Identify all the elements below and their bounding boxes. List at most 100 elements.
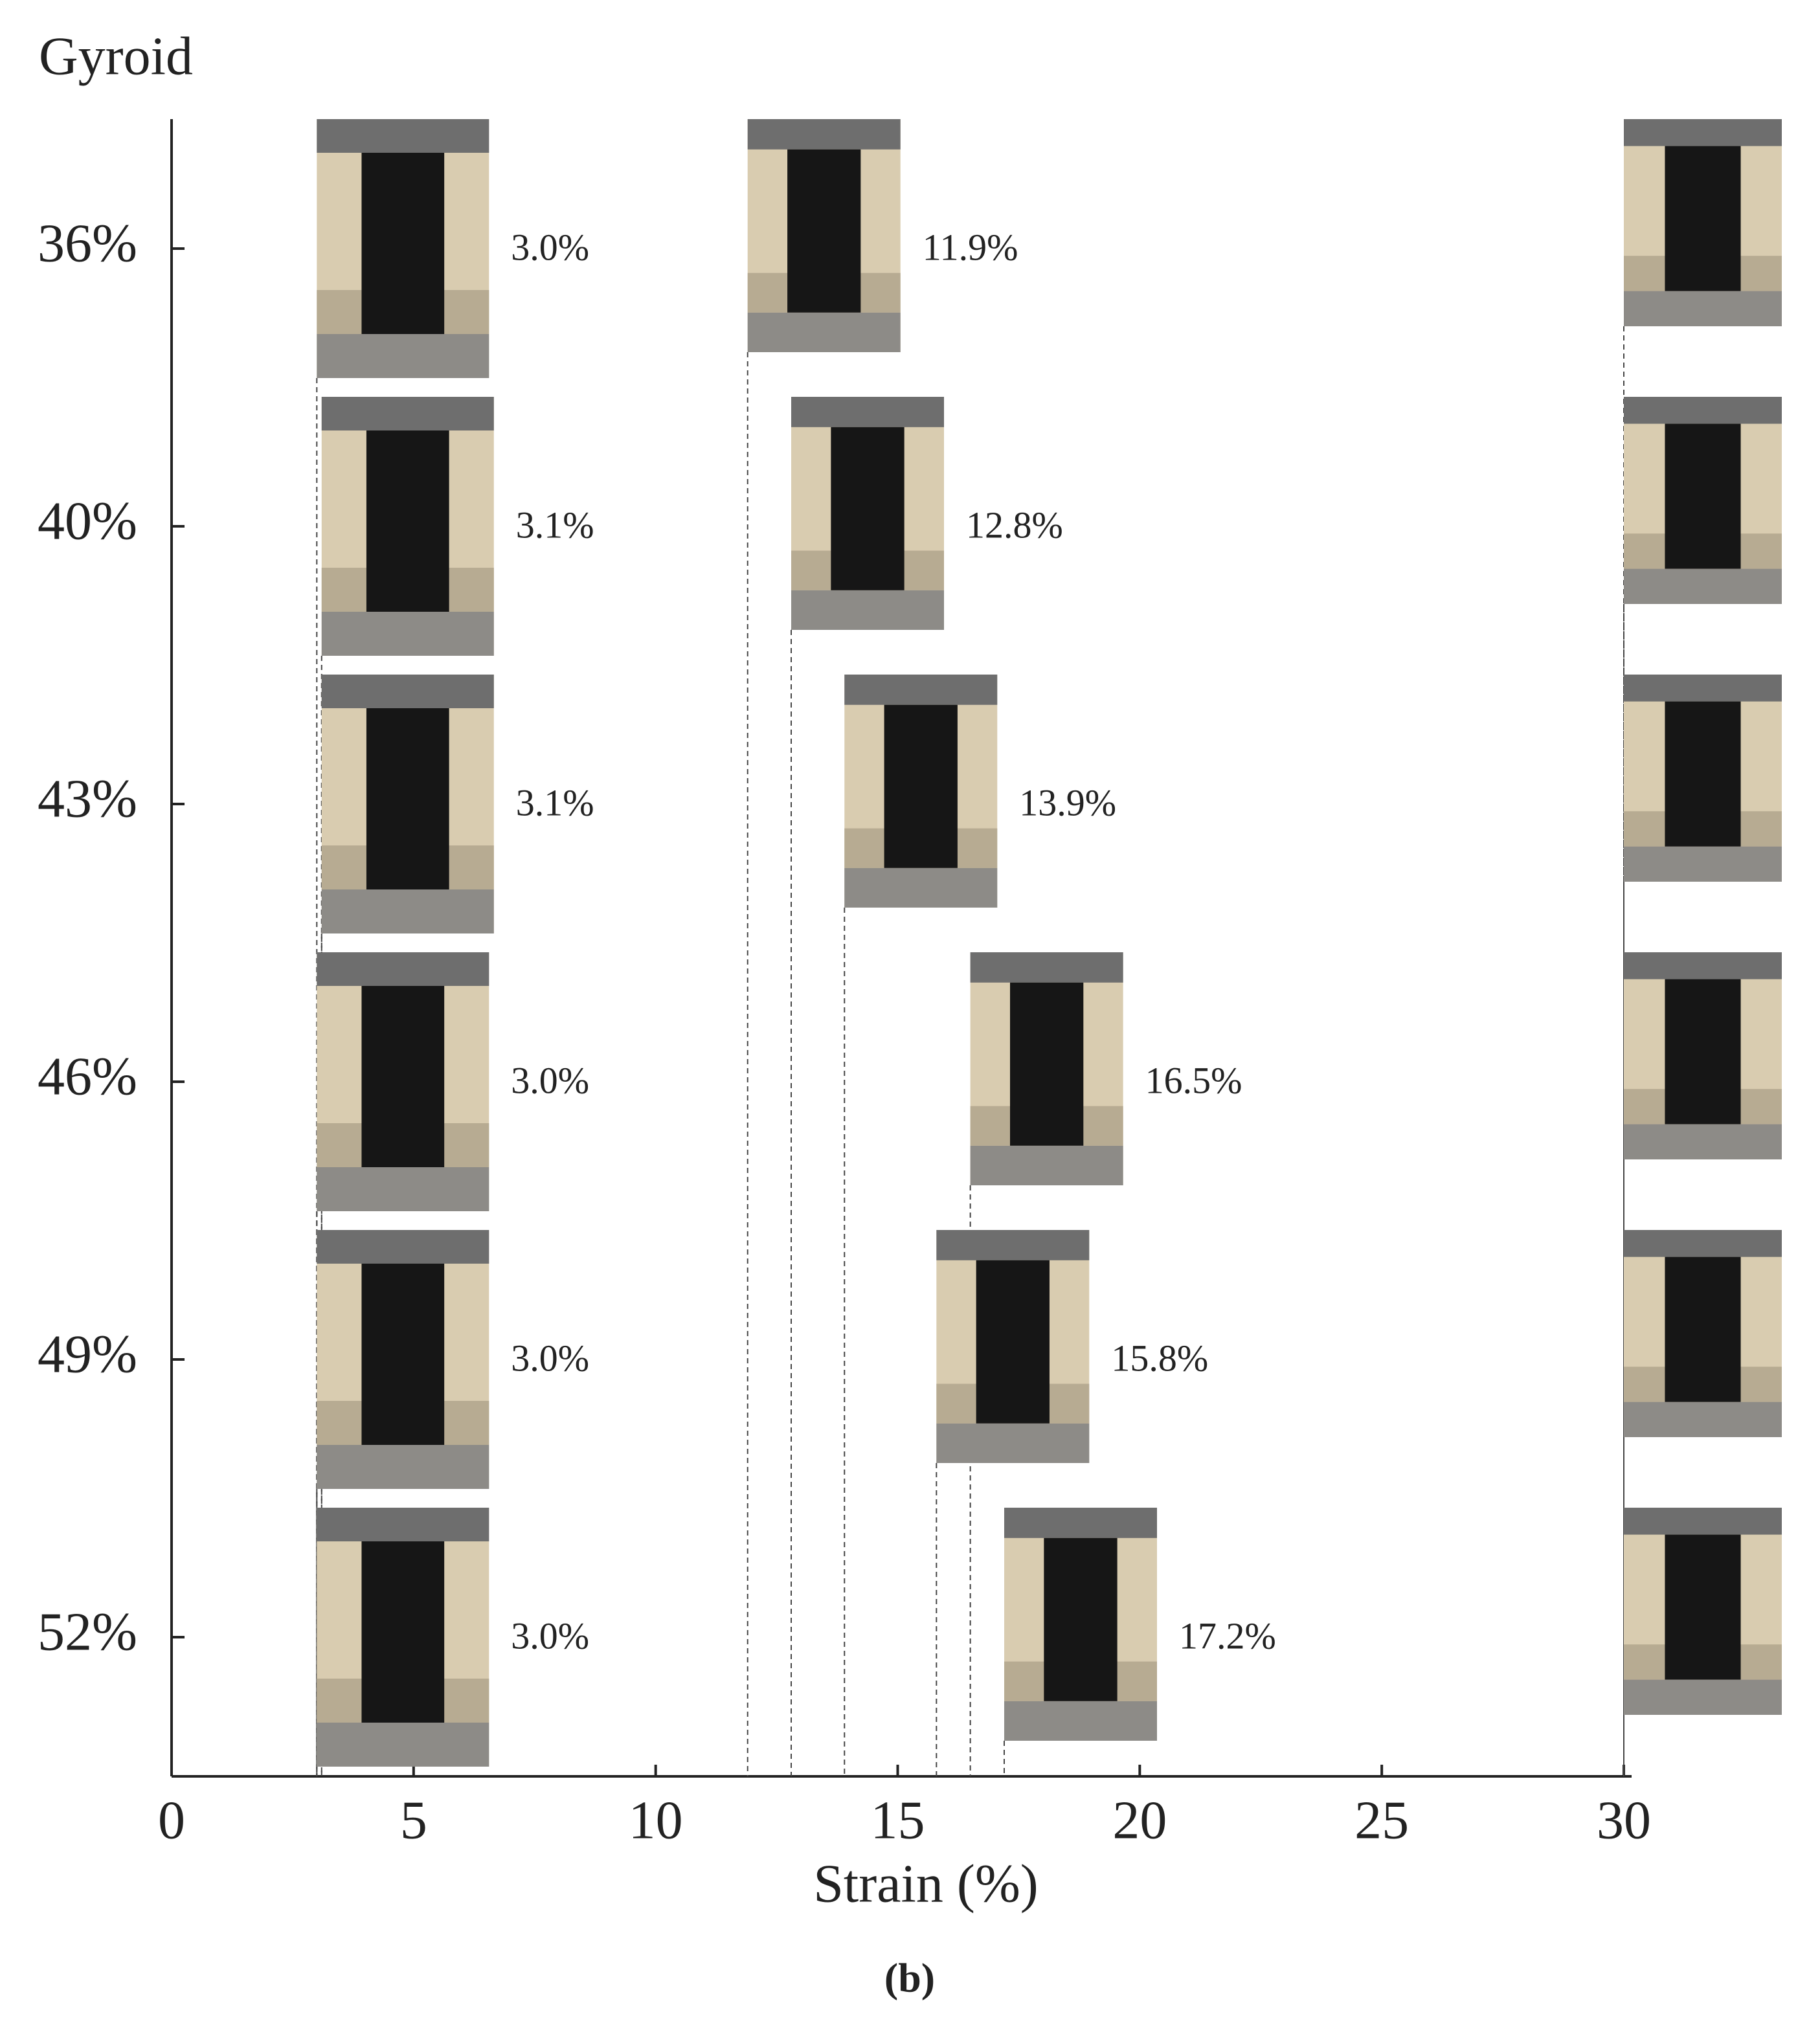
x-tick-label: 10: [629, 1790, 683, 1850]
specimen-photo: [747, 119, 901, 352]
specimen-photo: [1624, 397, 1782, 604]
platen-bottom: [1624, 1679, 1782, 1715]
value-label: 3.0%: [511, 226, 589, 268]
specimen: [361, 1264, 445, 1445]
specimen-photo: [1624, 952, 1782, 1159]
specimen: [787, 149, 861, 313]
specimen-photo: [321, 397, 494, 656]
platen-top: [1624, 397, 1782, 424]
platen-bottom: [1624, 1402, 1782, 1437]
specimen: [1665, 146, 1741, 291]
y-tick-label: 52%: [38, 1602, 137, 1662]
value-label: 11.9%: [923, 226, 1018, 268]
specimen-photo: [317, 1508, 489, 1767]
value-label: 17.2%: [1179, 1615, 1276, 1657]
specimen-photo: [791, 397, 945, 630]
platen-top: [317, 119, 489, 153]
platen-top: [321, 675, 494, 708]
platen-bottom: [936, 1423, 1090, 1463]
platen-bottom: [321, 612, 494, 656]
specimen-photo: [321, 675, 494, 933]
specimen: [361, 986, 445, 1167]
specimen-photo: [844, 675, 998, 908]
value-label: 16.5%: [1145, 1059, 1242, 1101]
platen-bottom: [1624, 846, 1782, 882]
platen-top: [1624, 1230, 1782, 1257]
platen-bottom: [1624, 1124, 1782, 1159]
value-label: 3.1%: [516, 504, 594, 546]
specimen: [1010, 982, 1084, 1146]
platen-bottom: [791, 590, 945, 630]
specimen: [884, 704, 958, 868]
platen-bottom: [1624, 291, 1782, 326]
platen-bottom: [1004, 1701, 1157, 1741]
platen-top: [317, 1230, 489, 1264]
platen-bottom: [321, 889, 494, 933]
specimen: [366, 430, 449, 612]
specimen-photo: [317, 119, 489, 378]
value-label: 3.1%: [516, 781, 594, 823]
platen-top: [1624, 675, 1782, 702]
value-label: 13.9%: [1019, 781, 1116, 823]
platen-top: [844, 675, 998, 705]
platen-top: [1004, 1508, 1157, 1538]
specimen-photo: [1624, 675, 1782, 882]
platen-bottom: [317, 1723, 489, 1767]
x-tick-label: 25: [1354, 1790, 1409, 1850]
platen-bottom: [844, 867, 998, 908]
platen-bottom: [317, 1167, 489, 1211]
platen-bottom: [317, 1445, 489, 1489]
x-tick-label: 30: [1597, 1790, 1651, 1850]
platen-top: [317, 1508, 489, 1541]
platen-top: [1624, 952, 1782, 979]
specimen-photo: [1624, 1230, 1782, 1437]
specimen-photo: [317, 1230, 489, 1489]
specimen-photo: [936, 1230, 1090, 1463]
specimen: [361, 153, 445, 334]
specimen: [1665, 423, 1741, 569]
value-label: 3.0%: [511, 1337, 589, 1379]
y-tick-label: 36%: [38, 213, 137, 273]
x-axis-label: Strain (%): [813, 1853, 1039, 1914]
y-tick-label: 43%: [38, 768, 137, 829]
specimen: [1665, 979, 1741, 1124]
platen-bottom: [317, 334, 489, 378]
y-tick-label: 46%: [38, 1046, 137, 1106]
platen-top: [936, 1230, 1090, 1260]
specimen: [1665, 1257, 1741, 1402]
platen-top: [1624, 1508, 1782, 1535]
platen-bottom: [970, 1145, 1123, 1185]
specimen: [1665, 701, 1741, 847]
y-tick-label: 49%: [38, 1324, 137, 1384]
platen-top: [970, 952, 1123, 983]
chart-title: Gyroid: [39, 26, 193, 86]
specimen: [366, 708, 449, 889]
platen-top: [317, 952, 489, 986]
specimen-photo: [1624, 1508, 1782, 1715]
caption: (b): [884, 1955, 935, 2001]
platen-bottom: [1624, 568, 1782, 604]
x-tick-label: 5: [400, 1790, 427, 1850]
specimen: [831, 427, 904, 590]
y-tick-label: 40%: [38, 491, 137, 551]
specimen-photo: [1004, 1508, 1157, 1741]
platen-top: [1624, 119, 1782, 146]
platen-bottom: [747, 312, 901, 352]
platen-top: [791, 397, 945, 427]
specimen: [1044, 1537, 1118, 1701]
value-label: 3.0%: [511, 1059, 589, 1101]
value-label: 15.8%: [1111, 1337, 1208, 1379]
specimen-photo: [970, 952, 1123, 1185]
specimen: [1665, 1534, 1741, 1680]
value-label: 12.8%: [966, 504, 1063, 546]
specimen: [361, 1541, 445, 1723]
specimen: [976, 1260, 1050, 1424]
specimen-photo: [317, 952, 489, 1211]
value-label: 3.0%: [511, 1615, 589, 1657]
x-tick-label: 20: [1112, 1790, 1167, 1850]
x-tick-label: 15: [871, 1790, 925, 1850]
platen-top: [321, 397, 494, 430]
x-tick-label: 0: [158, 1790, 185, 1850]
specimen-photo: [1624, 119, 1782, 326]
